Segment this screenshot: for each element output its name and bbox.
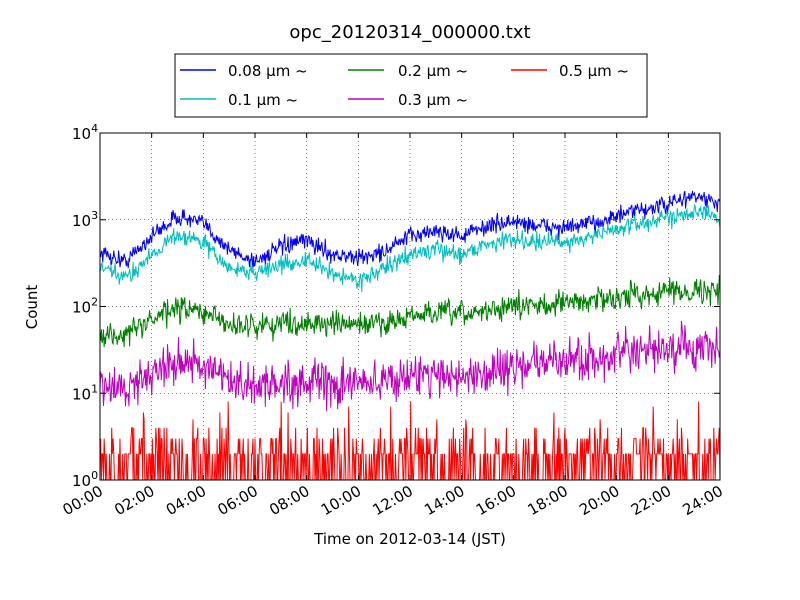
x-tick-label: 24:00 [680, 482, 726, 519]
x-tick-label: 06:00 [215, 482, 261, 519]
x-tick-label: 08:00 [266, 482, 312, 519]
series-line-1 [99, 203, 721, 292]
x-tick-label: 22:00 [628, 482, 674, 519]
series-line-3 [99, 320, 721, 412]
legend-label-0.1um: 0.1 μm ~ [228, 91, 298, 109]
y-tick-label: 101 [72, 382, 98, 403]
y-axis: 100 101 102 103 104 [72, 122, 720, 490]
legend-label-0.2um: 0.2 μm ~ [398, 62, 468, 80]
legend-item-0.08um: 0.08 μm ~ [180, 62, 308, 80]
legend-item-0.5um: 0.5 μm ~ [511, 62, 629, 80]
series-line-2 [99, 274, 721, 348]
x-tick-label: 04:00 [163, 482, 209, 519]
legend-item-0.3um: 0.3 μm ~ [348, 91, 468, 109]
chart-title: opc_20120314_000000.txt [289, 22, 530, 43]
x-tick-label: 14:00 [421, 482, 467, 519]
y-axis-label: Count [23, 285, 41, 330]
grid-lines [100, 133, 720, 480]
x-tick-label: 10:00 [318, 482, 364, 519]
x-tick-label: 02:00 [111, 482, 157, 519]
legend-label-0.3um: 0.3 μm ~ [398, 91, 468, 109]
x-tick-label: 12:00 [370, 482, 416, 519]
series-layer [99, 190, 721, 481]
x-tick-label: 20:00 [576, 482, 622, 519]
legend-box [174, 53, 648, 118]
y-tick-label: 104 [72, 122, 98, 143]
legend-label-0.08um: 0.08 μm ~ [228, 62, 308, 80]
legend-item-0.1um: 0.1 μm ~ [180, 91, 298, 109]
x-tick-label: 18:00 [525, 482, 571, 519]
y-tick-label: 102 [72, 296, 98, 317]
x-axis-label: Time on 2012-03-14 (JST) [313, 530, 506, 548]
legend: 0.08 μm ~ 0.1 μm ~ 0.2 μm ~ 0.3 μm ~ 0.5… [174, 53, 648, 118]
x-tick-label: 16:00 [473, 482, 519, 519]
legend-item-0.2um: 0.2 μm ~ [348, 62, 468, 80]
y-tick-label: 100 [72, 469, 98, 490]
series-line-0 [99, 190, 721, 270]
y-tick-label: 103 [72, 209, 98, 230]
legend-label-0.5um: 0.5 μm ~ [559, 62, 629, 80]
